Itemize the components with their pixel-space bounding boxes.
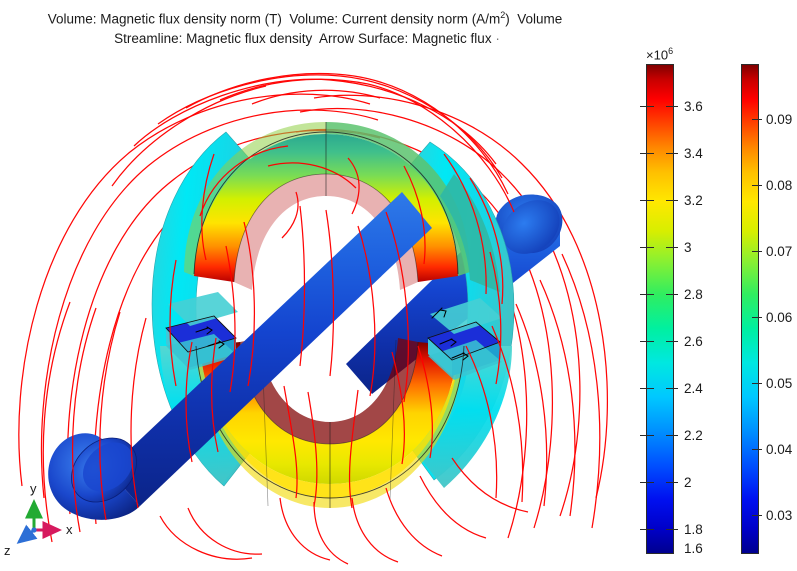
colorbar-left-label-2: 3.2	[684, 193, 703, 208]
title-volume-tail: Volume	[517, 11, 563, 27]
triad-x-label: x	[66, 522, 73, 537]
triad-z-label: z	[4, 543, 11, 558]
coil-bottom-band	[196, 338, 464, 508]
title-volume-j: Volume: Current density norm (A/m	[289, 11, 501, 27]
colorbar-left-label-9: 1.8	[684, 522, 703, 537]
colorbar-right-label-4: 0.05	[766, 376, 793, 391]
colorbar-left-label-5: 2.6	[684, 334, 703, 349]
triad-z-axis	[16, 524, 38, 544]
colorbar-right-gradient	[741, 64, 759, 554]
colorbar-left-label-0: 3.6	[684, 99, 703, 114]
plot-graphics-canvas[interactable]	[0, 46, 630, 569]
colorbar-right-label-5: 0.04	[766, 442, 793, 457]
colorbar-left-label-7: 2.2	[684, 428, 703, 443]
colorbar-left-label-1: 3.4	[684, 146, 703, 161]
colorbar-left-label-6: 2.4	[684, 381, 703, 396]
colorbar-left-label-8: 2	[684, 475, 692, 490]
colorbar-left-label-10: 1.6	[684, 541, 703, 556]
axis-orientation-triad[interactable]: y x z	[4, 480, 84, 566]
conductor-rod-near	[48, 192, 432, 520]
streamline-group-back	[18, 93, 608, 539]
title-volume-b: Volume: Magnetic flux density norm (T)	[47, 11, 282, 27]
colorbar-left-label-3: 3	[684, 240, 692, 255]
colorbar-right-label-1: 0.08	[766, 178, 793, 193]
title-streamline: Streamline: Magnetic flux density	[114, 30, 313, 46]
colorbar-right-label-3: 0.06	[766, 310, 793, 325]
coil-terminal-right	[427, 298, 502, 380]
triad-y-label: y	[30, 481, 37, 496]
plot-title-line-1: Volume: Magnetic flux density norm (T) V…	[0, 6, 600, 29]
plot-title: Volume: Magnetic flux density norm (T) V…	[0, 6, 600, 48]
title-superscript: 2	[500, 10, 506, 20]
colorbar-left-exponent: ×106	[646, 46, 674, 63]
colorbar-left-label-4: 2.8	[684, 287, 703, 302]
streamline-group-front	[42, 72, 601, 565]
colorbar-right-label-0: 0.09	[766, 112, 793, 127]
title-paren: )	[505, 11, 510, 27]
title-arrow-surface: Arrow Surface: Magnetic flux	[319, 30, 492, 46]
plot-title-line-2: Streamline: Magnetic flux density Arrow …	[114, 30, 500, 46]
colorbar-left-gradient	[646, 64, 674, 554]
colorbar-right-label-2: 0.07	[766, 244, 793, 259]
colorbar-right-label-6: 0.03	[766, 508, 793, 523]
